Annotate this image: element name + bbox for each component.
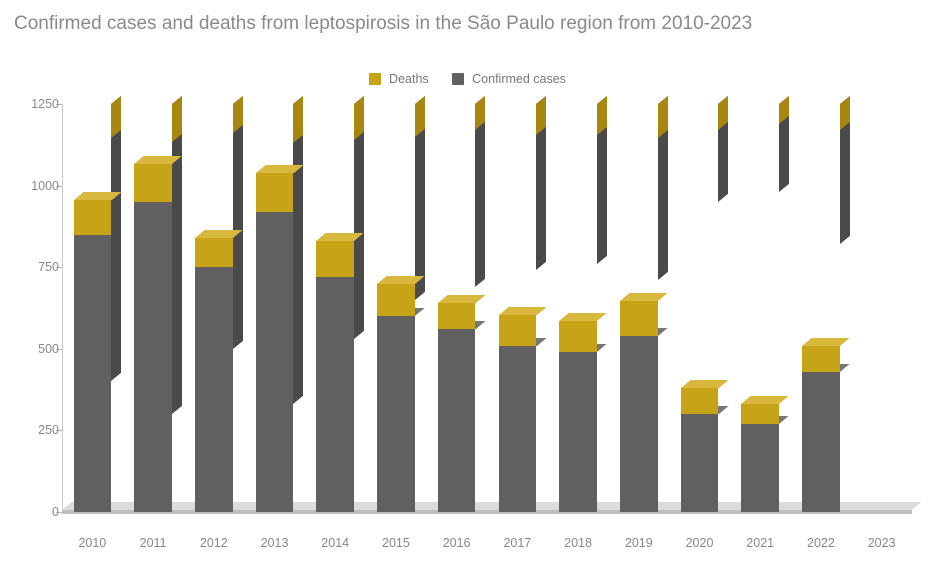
- chart-title: Confirmed cases and deaths from leptospi…: [14, 12, 921, 36]
- bar: [681, 104, 719, 512]
- x-tick-label: 2013: [261, 536, 289, 550]
- x-tick-label: 2018: [564, 536, 592, 550]
- legend-label-cases: Confirmed cases: [472, 72, 566, 86]
- bar: [802, 104, 840, 512]
- bar: [195, 104, 233, 512]
- chart-container: Confirmed cases and deaths from leptospi…: [0, 0, 935, 578]
- x-tick-label: 2010: [78, 536, 106, 550]
- x-tick-label: 2015: [382, 536, 410, 550]
- y-tick-label: 750: [9, 260, 59, 274]
- bar: [377, 104, 415, 512]
- x-tick-label: 2019: [625, 536, 653, 550]
- bar: [499, 104, 537, 512]
- bar: [134, 104, 172, 512]
- bar: [316, 104, 354, 512]
- x-tick-label: 2011: [140, 536, 167, 550]
- x-tick-label: 2021: [746, 536, 774, 550]
- y-tick-label: 1250: [9, 97, 59, 111]
- plot-area: [62, 104, 912, 512]
- bar: [256, 104, 294, 512]
- legend-swatch-deaths: [369, 73, 381, 85]
- bar: [620, 104, 658, 512]
- bar: [863, 104, 901, 512]
- y-tick-label: 500: [9, 342, 59, 356]
- y-tick-label: 250: [9, 423, 59, 437]
- x-tick-label: 2020: [686, 536, 714, 550]
- bar: [741, 104, 779, 512]
- y-axis-line: [62, 104, 63, 512]
- y-tick-label: 0: [9, 505, 59, 519]
- x-tick-label: 2017: [503, 536, 531, 550]
- legend-item-cases: Confirmed cases: [452, 72, 566, 86]
- bar: [74, 104, 112, 512]
- x-tick-label: 2016: [443, 536, 471, 550]
- plot-floor: [62, 502, 912, 514]
- x-axis-labels: 2010 2011 2012 2013 2014 2015 2016 2017 2018 2019…: [62, 536, 912, 566]
- x-tick-label: 2012: [200, 536, 228, 550]
- x-tick-label: 2022: [807, 536, 835, 550]
- x-tick-label: 2023: [868, 536, 896, 550]
- legend-swatch-cases: [452, 73, 464, 85]
- x-tick-label: 2014: [321, 536, 349, 550]
- bar: [559, 104, 597, 512]
- y-tick-label: 1000: [9, 179, 59, 193]
- bar: [438, 104, 476, 512]
- legend-label-deaths: Deaths: [389, 72, 429, 86]
- legend: Deaths Confirmed cases: [0, 72, 935, 88]
- legend-item-deaths: Deaths: [369, 72, 429, 86]
